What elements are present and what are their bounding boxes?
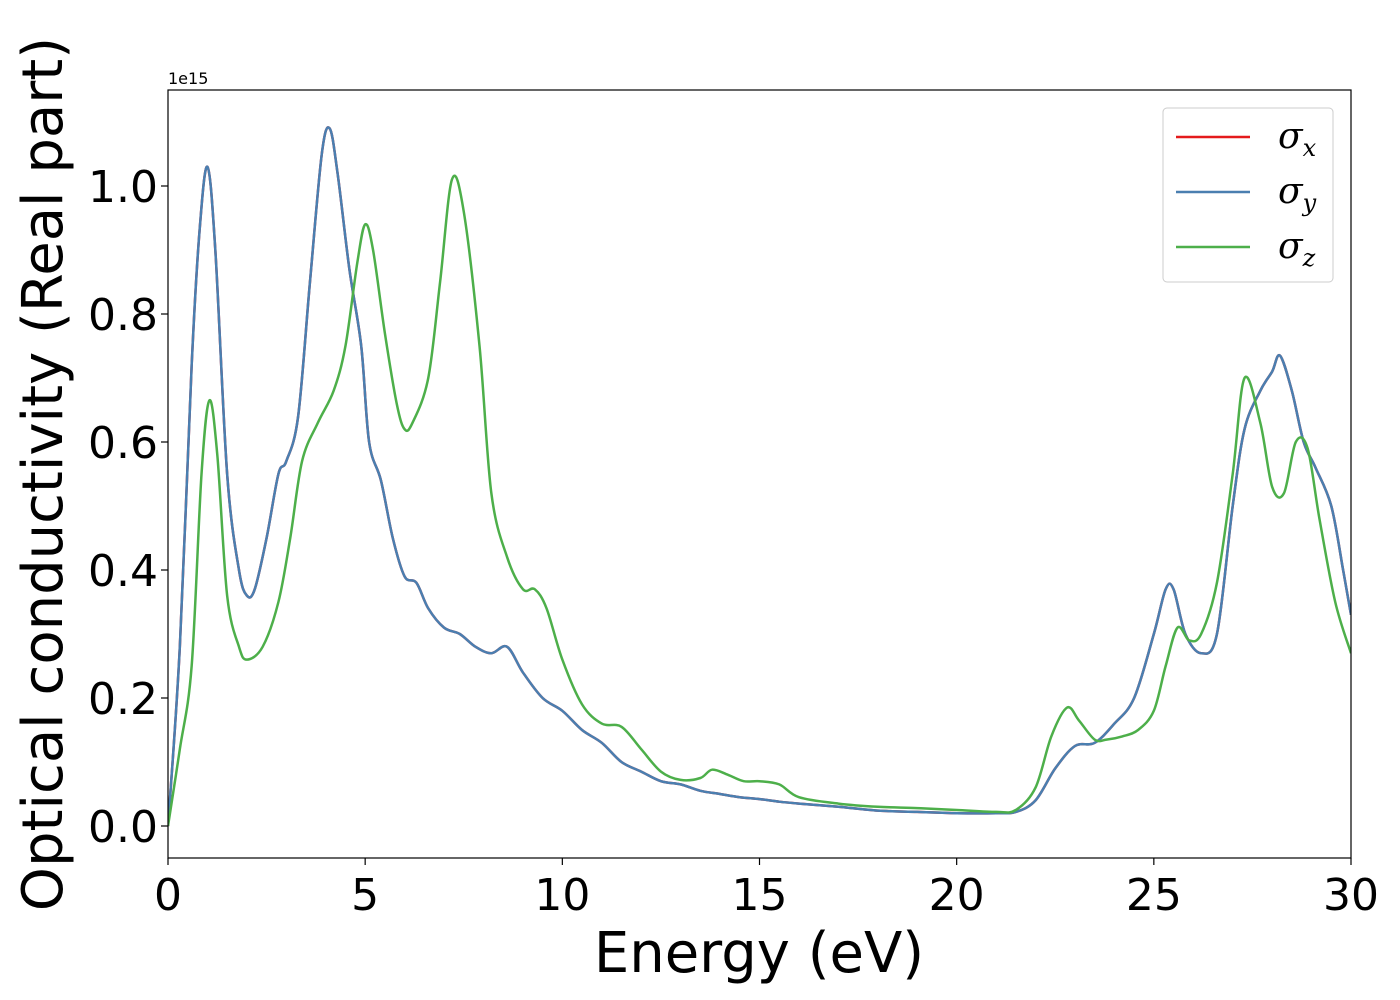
- y-tick-label: 1.0: [88, 162, 158, 213]
- legend-symbol: σ: [1278, 171, 1304, 212]
- legend-subscript: z: [1302, 244, 1316, 272]
- legend-box: [1162, 107, 1334, 283]
- y-axis-label: Optical conductivity (Real part): [11, 37, 76, 911]
- x-tick-label: 10: [534, 870, 590, 921]
- y-tick-label: 0.8: [88, 290, 158, 341]
- x-tick-label: 20: [929, 870, 985, 921]
- series-layer: [168, 126, 1351, 827]
- x-tick-label: 5: [351, 870, 379, 921]
- y-tick-label: 0.4: [88, 546, 158, 597]
- x-tick-label: 30: [1323, 870, 1379, 921]
- x-tick-label: 0: [154, 870, 182, 921]
- x-tick-label: 25: [1126, 870, 1182, 921]
- ticks-layer: 0 5 10 15 20 25 30 0.0 0.2 0.4 0.6 0.8 1.0: [88, 162, 1379, 921]
- legend-symbol: σ: [1278, 116, 1304, 157]
- legend-label-sigma-y: σy: [1278, 171, 1317, 217]
- legend-label-sigma-z: σz: [1278, 226, 1316, 272]
- legend: σx σy σz: [1162, 107, 1334, 283]
- series-line-sigma-y: [168, 126, 1351, 827]
- legend-label-sigma-x: σx: [1278, 116, 1317, 162]
- y-tick-label: 0.2: [88, 674, 158, 725]
- x-tick-label: 15: [732, 870, 788, 921]
- legend-symbol: σ: [1278, 226, 1304, 267]
- legend-subscript: y: [1302, 189, 1317, 217]
- y-offset-label: 1e15: [168, 69, 208, 88]
- y-tick-label: 0.6: [88, 418, 158, 469]
- series-line-sigma-z: [168, 174, 1351, 827]
- x-axis-label: Energy (eV): [594, 921, 924, 986]
- y-tick-label: 0.0: [88, 802, 158, 853]
- legend-subscript: x: [1303, 134, 1317, 162]
